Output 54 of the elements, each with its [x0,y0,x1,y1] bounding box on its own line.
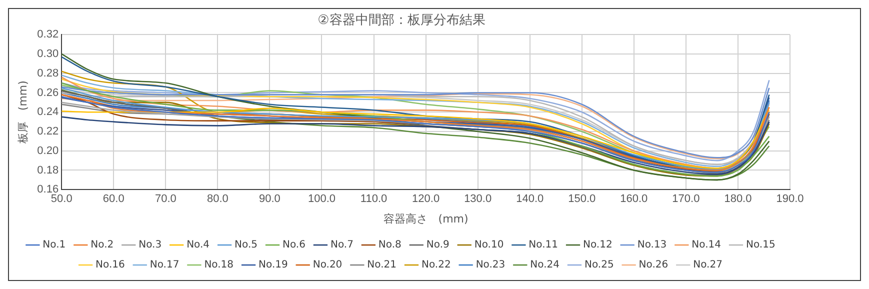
legend-label: No.14 [692,240,721,251]
legend-label: No.18 [204,260,234,271]
legend-label: No.8 [378,240,402,251]
x-tick-label: 80.0 [206,193,228,206]
legend-label: No.26 [638,260,668,271]
y-tick-label: 0.18 [37,164,59,176]
legend-label: No.6 [282,240,306,251]
legend-label: No.13 [637,240,667,251]
legend-label: No.17 [150,260,180,271]
y-tick-label: 0.26 [37,86,59,99]
legend-label: No.24 [530,260,560,271]
x-tick-label: 50.0 [50,193,72,206]
y-tick-label: 0.16 [37,184,59,196]
x-tick-label: 110.0 [360,193,388,206]
x-tick-label: 130.0 [464,193,492,206]
y-tick-label: 0.30 [37,48,59,60]
legend-label: No.16 [96,260,125,271]
x-tick-label: 190.0 [776,193,804,206]
x-tick-label: 70.0 [154,193,176,206]
y-axis-title: 板厚 (mm) [16,80,30,145]
legend-label: No.22 [422,260,451,271]
x-tick-label: 60.0 [102,193,124,206]
legend-label: No.5 [234,240,258,251]
x-tick-label: 120.0 [412,193,440,206]
x-tick-label: 180.0 [724,193,752,206]
legend-label: No.21 [367,260,396,271]
legend-label: No.23 [476,260,506,271]
legend-label: No.3 [138,240,162,251]
x-tick-label: 90.0 [259,193,280,206]
y-tick-label: 0.22 [37,126,59,138]
legend-label: No.2 [90,240,114,251]
legend-label: No.19 [258,260,288,271]
legend-label: No.27 [693,260,722,271]
y-tick-label: 0.32 [37,28,59,41]
x-tick-label: 160.0 [620,193,648,206]
y-tick-label: 0.28 [37,67,59,80]
x-tick-label: 150.0 [568,193,596,206]
legend-label: No.10 [474,240,504,251]
legend-label: No.25 [584,260,614,271]
legend-label: No.1 [42,240,66,251]
legend-label: No.7 [330,240,354,251]
x-tick-label: 170.0 [672,193,700,206]
legend-label: No.12 [583,240,612,251]
x-tick-label: 100.0 [308,193,336,206]
x-axis-title: 容器高さ (mm) [383,212,468,226]
legend-label: No.15 [746,240,776,251]
chart-title: ②容器中間部：板厚分布結果 [318,12,486,28]
legend-label: No.4 [186,240,210,251]
y-tick-label: 0.24 [37,106,59,118]
legend-label: No.20 [312,260,342,271]
legend-label: No.11 [528,240,558,251]
legend-label: No.9 [426,240,450,251]
y-tick-label: 0.20 [37,144,59,157]
x-tick-label: 140.0 [516,193,544,206]
